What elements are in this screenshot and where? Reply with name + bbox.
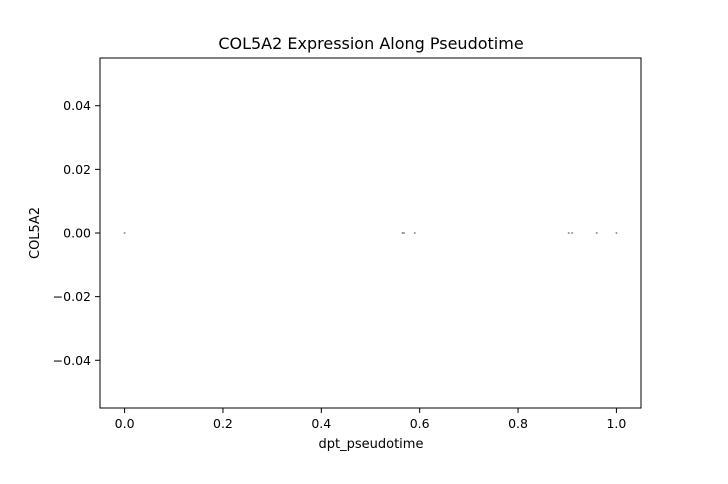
chart-title: COL5A2 Expression Along Pseudotime	[218, 34, 523, 53]
x-tick-label: 0.4	[311, 416, 331, 431]
x-axis-ticks: 0.0 0.2 0.4 0.6 0.8 1.0	[115, 408, 626, 431]
x-tick-label: 0.2	[213, 416, 233, 431]
data-point	[595, 232, 598, 234]
x-tick-label: 0.0	[115, 416, 135, 431]
data-point	[615, 232, 618, 234]
x-tick-label: 0.6	[410, 416, 430, 431]
data-point	[123, 232, 126, 234]
y-tick-label: −0.04	[53, 353, 91, 368]
y-axis-ticks: −0.04 −0.02 0.00 0.02 0.04	[53, 98, 100, 368]
x-axis-label: dpt_pseudotime	[319, 437, 424, 452]
data-point	[413, 232, 416, 234]
y-tick-label: 0.02	[63, 162, 91, 177]
y-tick-label: −0.02	[53, 289, 91, 304]
data-point	[571, 232, 574, 234]
points-layer	[123, 232, 618, 234]
data-point	[402, 232, 405, 234]
data-point	[401, 232, 404, 234]
y-axis-label: COL5A2	[28, 207, 43, 259]
y-tick-label: 0.04	[63, 98, 91, 113]
data-point	[567, 232, 570, 234]
plot-frame	[99, 57, 642, 409]
y-tick-label: 0.00	[63, 226, 91, 241]
x-tick-label: 1.0	[606, 416, 626, 431]
plot-area	[99, 57, 642, 409]
x-tick-label: 0.8	[508, 416, 528, 431]
